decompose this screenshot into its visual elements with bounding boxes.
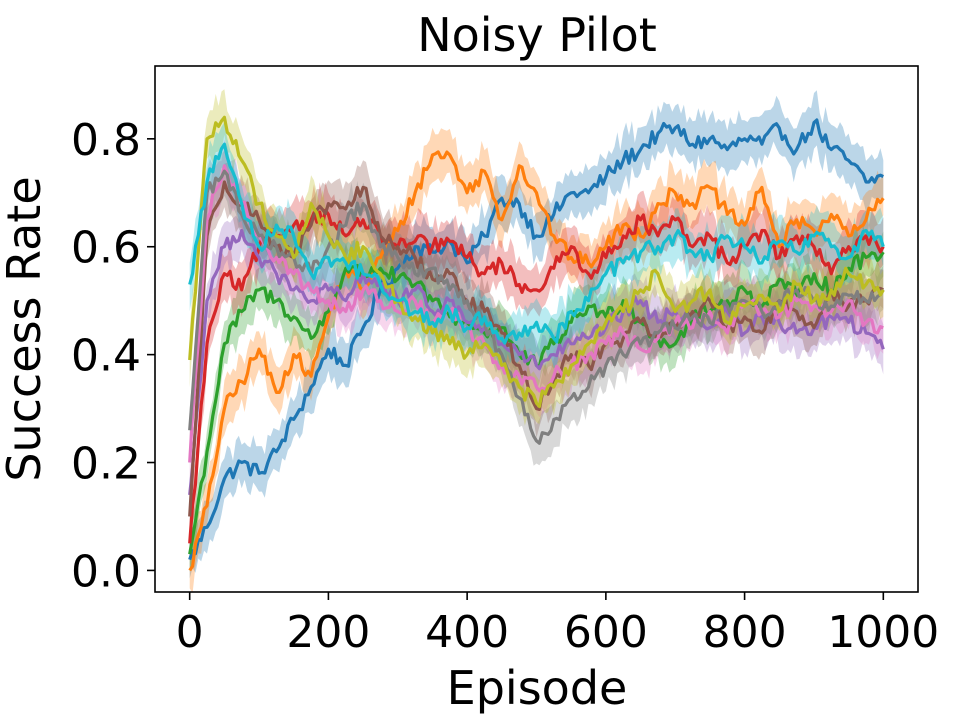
series-line-1 [188,118,884,561]
x-tick-label: 200 [286,607,370,658]
series-line-2 [188,150,885,572]
x-axis-label: Episode [447,661,628,715]
y-tick-label: 0.0 [71,546,141,597]
y-tick-label: 0.6 [71,223,141,274]
x-tick-label: 600 [564,607,648,658]
x-tick-label: 0 [176,607,204,658]
confidence-bands [189,89,884,592]
x-tick-label: 400 [425,607,509,658]
series-band-8 [189,150,884,466]
y-tick-label: 0.2 [71,439,141,490]
y-axis-label: Success Rate [0,176,51,481]
series-band-2 [189,127,884,592]
y-tick-label: 0.4 [71,331,141,382]
plot-frame [154,65,919,593]
series-line-10 [188,142,885,345]
plot-area [188,89,885,592]
x-tick-label: 1000 [827,607,939,658]
y-tick-label: 0.8 [71,115,141,166]
x-tick-label: 800 [703,607,787,658]
series-band-6 [189,160,884,546]
series-lines [188,115,885,572]
series-band-1 [189,90,884,579]
chart-title: Noisy Pilot [417,8,657,62]
series-line-9 [188,115,885,409]
x-axis: 0 200 400 600 800 1000 [176,592,939,658]
y-axis: 0.0 0.2 0.4 0.6 0.8 [71,115,155,597]
